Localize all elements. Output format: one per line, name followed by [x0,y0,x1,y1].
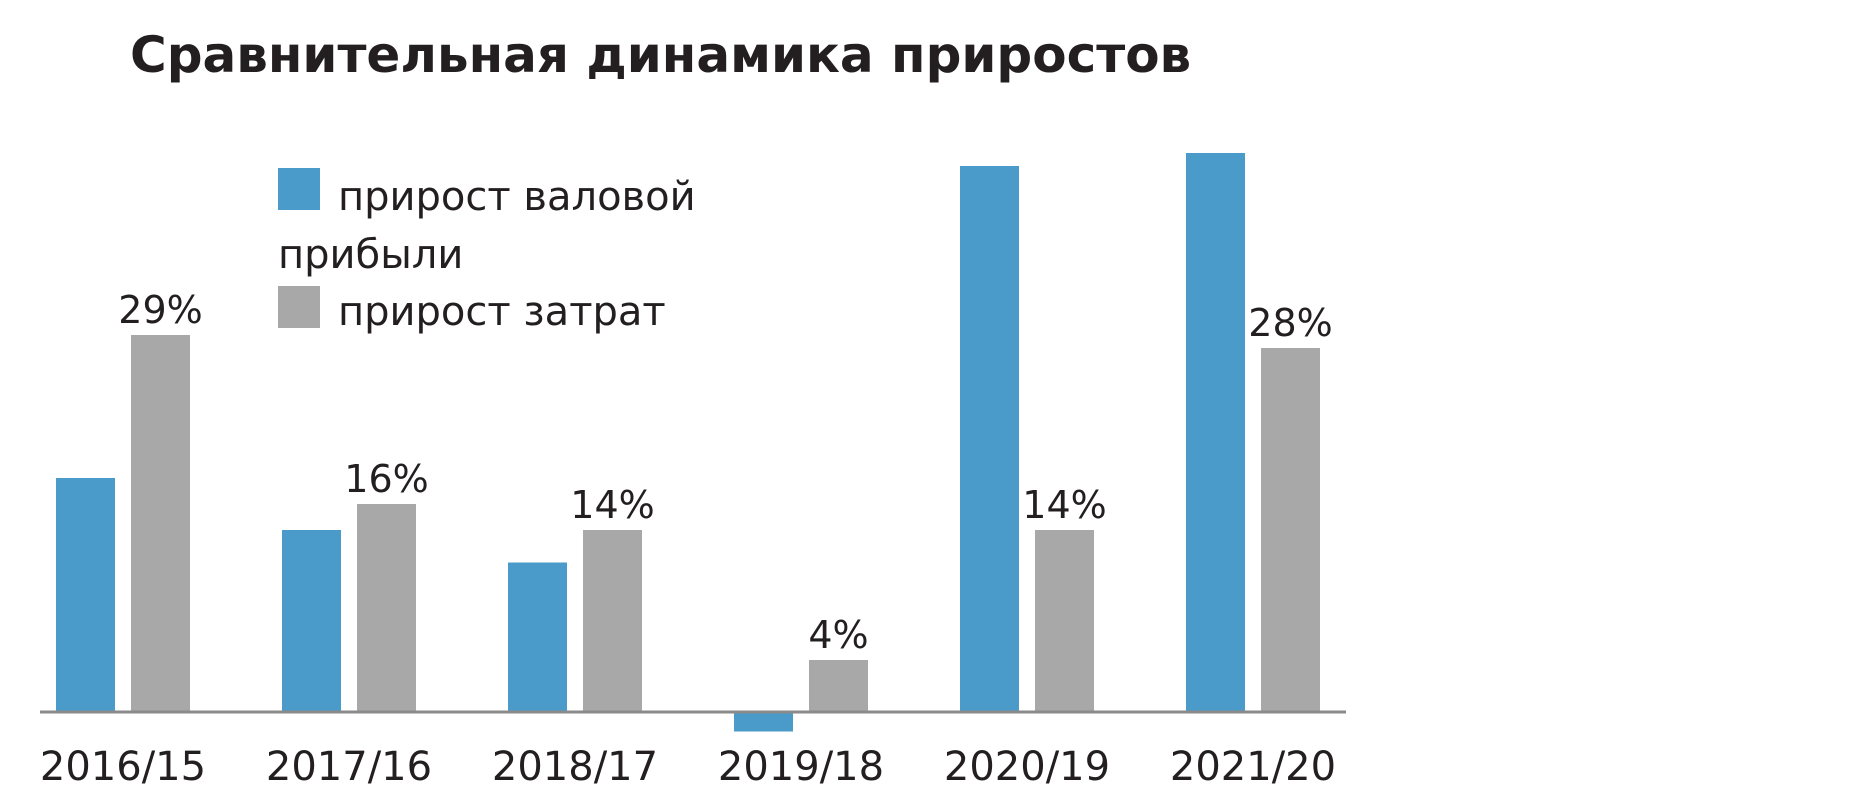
bar-costs-2018-17 [583,530,642,712]
data-label-costs-2018-17: 14% [570,483,654,527]
data-label-costs-2021-20: 28% [1248,301,1332,345]
bar-costs-2021-20 [1261,348,1320,712]
bar-gross-profit-2021-20 [1186,153,1245,712]
legend-swatch-gross-profit [278,168,320,210]
x-tick-label-2017-16: 2017/16 [266,744,432,790]
data-label-costs-2016-15: 29% [118,288,202,332]
legend-swatch-costs [278,286,320,328]
x-tick-label-2020-19: 2020/19 [944,744,1110,790]
legend-label-costs: прирост затрат [338,289,666,335]
data-label-costs-2020-19: 14% [1022,483,1106,527]
x-tick-label-2016-15: 2016/15 [40,744,206,790]
bar-gross-profit-2018-17 [508,562,567,712]
data-labels: 29% 16% 14% 4% 14% 28% [118,288,1332,657]
chart-title: Сравнительная динамика приростов [130,26,1191,84]
bar-gross-profit-2016-15 [56,478,115,712]
bar-costs-2016-15 [131,335,190,712]
legend-label-gross-profit-line-2: прибыли [278,232,463,278]
bar-costs-2020-19 [1035,530,1094,712]
legend-label-gross-profit-line-1: прирост валовой [338,174,696,220]
data-label-costs-2017-16: 16% [344,457,428,501]
legend-label-gross-profit: прирост валовой прибыли [278,174,708,278]
data-label-costs-2019-18: 4% [808,613,868,657]
bars [56,153,1320,732]
x-tick-label-2019-18: 2019/18 [718,744,884,790]
bar-gross-profit-2020-19 [960,166,1019,712]
bar-costs-2019-18 [809,660,868,712]
bar-gross-profit-2019-18 [734,712,793,732]
bar-costs-2017-16 [357,504,416,712]
x-tick-label-2021-20: 2021/20 [1170,744,1336,790]
legend: прирост валовой прибыли прирост затрат [278,168,708,335]
x-axis-tick-labels: 2016/15 2017/16 2018/17 2019/18 2020/19 2021/… [40,744,1336,790]
bar-gross-profit-2017-16 [282,530,341,712]
x-tick-label-2018-17: 2018/17 [492,744,658,790]
